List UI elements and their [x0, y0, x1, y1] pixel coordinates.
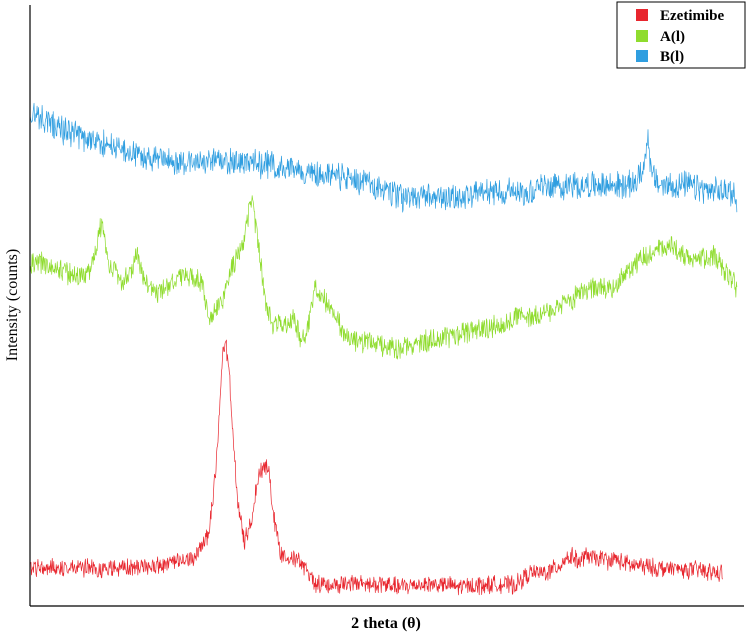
legend-label-a: A(l) — [660, 29, 685, 45]
series-line-b-l — [29, 102, 738, 213]
traces-group — [29, 102, 738, 596]
legend-swatch-b — [636, 50, 648, 62]
x-axis-label: 2 theta (θ) — [351, 615, 421, 632]
legend-entry-b: B(l) — [636, 49, 684, 65]
legend-label-b: B(l) — [660, 49, 684, 65]
legend-swatch-a — [636, 30, 648, 42]
legend-entry-a: A(l) — [636, 29, 685, 45]
legend: Ezetimibe A(l) B(l) — [616, 1, 746, 69]
legend-label-ezetimibe: Ezetimibe — [660, 8, 724, 24]
legend-entry-ezetimibe: Ezetimibe — [636, 8, 724, 24]
legend-swatch-ezetimibe — [636, 9, 648, 21]
y-axis-label: Intensity (counts) — [4, 249, 21, 361]
series-line-ezetimibe — [29, 339, 723, 596]
series-line-a-l — [29, 195, 738, 360]
